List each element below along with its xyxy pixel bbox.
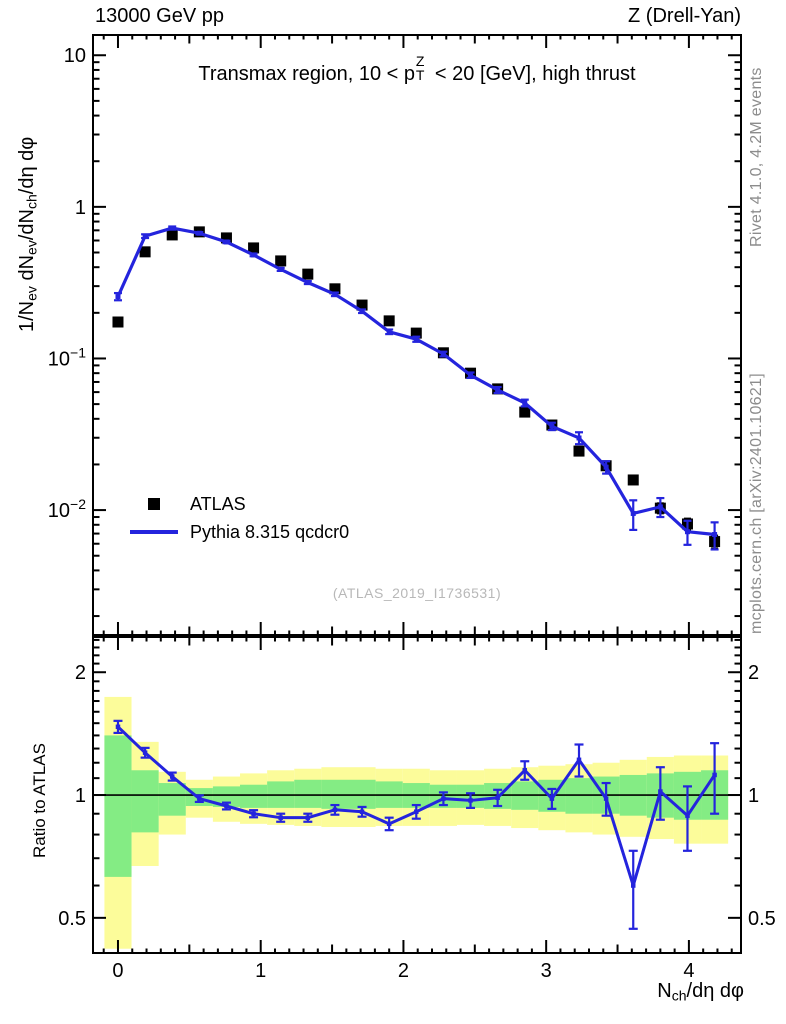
mcplots-arxiv-note: mcplots.cern.ch [arXiv:2401.10621] — [748, 372, 765, 634]
ratio-outer-band — [104, 696, 729, 949]
x-tick-label: 1 — [255, 960, 266, 982]
legend-item-pythia: Pythia 8.315 qcdcr0 — [130, 518, 349, 546]
analysis-id-watermark: (ATLAS_2019_I1736531) — [332, 585, 502, 601]
pythia-markers — [115, 225, 718, 538]
beam-energy-label: 13000 GeV pp — [95, 5, 224, 27]
ratio-y-tick-label-right: 0.5 — [748, 908, 776, 930]
ratio-y-tick-label-left: 1 — [75, 785, 86, 807]
legend-label-pythia: Pythia 8.315 qcdcr0 — [190, 521, 350, 542]
main-y-tick-label: 10−1 — [48, 344, 86, 370]
legend-item-atlas: ATLAS — [130, 490, 349, 518]
tick-labels: 10 1 10−1 10−2 0 1 2 3 4 2 2 1 1 0.5 0.5 — [48, 45, 776, 982]
ratio-markers — [115, 724, 717, 888]
main-y-tick-label: 10 — [64, 45, 86, 67]
x-tick-label: 3 — [541, 960, 552, 982]
legend-label-atlas: ATLAS — [190, 493, 246, 514]
ratio-frame — [92, 636, 742, 954]
x-tick-label: 0 — [112, 960, 123, 982]
main-frame — [92, 34, 742, 636]
rivet-version-note: Rivet 4.1.0, 4.2M events — [748, 67, 765, 247]
main-y-tick-label: 1 — [75, 197, 86, 219]
pythia-line — [116, 226, 715, 537]
x-tick-label: 4 — [683, 960, 694, 982]
black-square-marker-icon — [130, 498, 178, 510]
x-tick-label: 2 — [398, 960, 409, 982]
ratio-y-tick-label-left: 0.5 — [58, 908, 86, 930]
y-axis-title-ratio: Ratio to ATLAS — [30, 743, 49, 858]
main-y-tick-label: 10−2 — [48, 496, 86, 522]
ratio-y-tick-label-right: 1 — [748, 785, 759, 807]
blue-line-marker-icon — [130, 530, 178, 534]
y-axis-title-main: 1/Nev dNev/dNch/dη dφ — [16, 136, 40, 332]
axis-ticks — [93, 35, 741, 953]
ratio-y-tick-label-left: 2 — [75, 662, 86, 684]
process-label: Z (Drell-Yan) — [628, 5, 741, 27]
x-axis-title: Nch/dη dφ — [657, 980, 744, 1004]
ratio-y-tick-label-right: 2 — [748, 662, 759, 684]
legend: ATLAS Pythia 8.315 qcdcr0 — [130, 490, 349, 546]
